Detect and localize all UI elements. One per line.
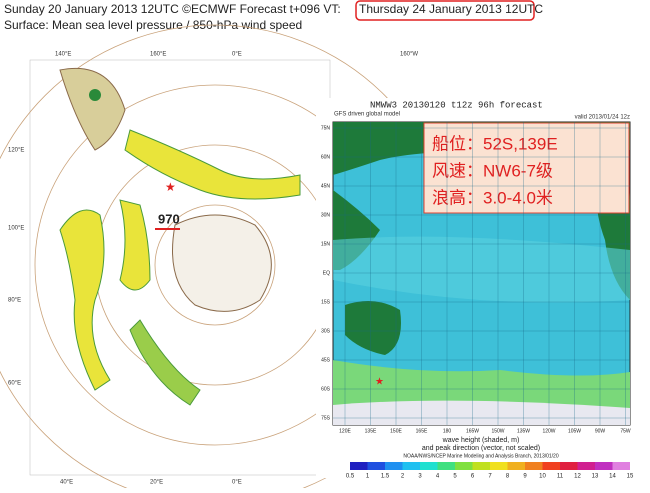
map-title: NMWW3 20130120 t12z 96h forecast (370, 100, 543, 110)
colorbar-label: 15 (627, 474, 634, 480)
colorbar-swatch (507, 462, 525, 470)
map-subtitle: GFS driven global model (334, 112, 400, 118)
colorbar-swatch (595, 462, 613, 470)
colorbar-swatch (455, 462, 473, 470)
header-line1: Sunday 20 January 2013 12UTC ©ECMWF Fore… (4, 2, 341, 16)
lon-label: 0°E (232, 52, 242, 58)
lon-label: 0°E (232, 480, 242, 486)
lat-label: 15N (321, 241, 331, 247)
lon-label: 135E (365, 428, 377, 434)
lon-label: 180 (443, 428, 452, 434)
colorbar-swatch (350, 462, 368, 470)
lon-label: 80°E (8, 298, 21, 304)
wave-field (333, 236, 630, 303)
lon-label: 140°E (55, 52, 71, 58)
lon-label: 150E (390, 428, 402, 434)
annotation-line: 风速：NW6-7级 (432, 161, 553, 180)
colorbar-swatch (612, 462, 630, 470)
highlight-box (355, 0, 535, 21)
annotation-line: 船位：52S,139E (432, 134, 558, 153)
lon-label: 120E (339, 428, 351, 434)
colorbar-swatch (542, 462, 560, 470)
lat-label: 75N (321, 125, 331, 131)
colorbar-label: 0.5 (346, 474, 355, 480)
right-map: NMWW3 20130120 t12z 96h forecast GFS dri… (316, 98, 646, 480)
lat-label: 60N (321, 154, 331, 160)
lon-label: 60°E (8, 381, 21, 387)
colorbar-swatch (560, 462, 578, 470)
colorbar-label: 14 (609, 474, 616, 480)
lat-label: 45S (321, 357, 331, 363)
lon-label: 20°E (150, 480, 163, 486)
lon-label: 100°E (8, 226, 24, 232)
colorbar-label: 6 (471, 474, 475, 480)
lat-ring (154, 204, 276, 326)
lat-label: 45N (321, 183, 331, 189)
colorbar-label: 13 (592, 474, 599, 480)
colorbar-label: 11 (557, 474, 564, 480)
lat-label: EQ (323, 270, 330, 276)
lat-label: 15S (321, 299, 331, 305)
map-valid: valid 2013/01/24 12z (575, 115, 630, 121)
colorbar-swatch (385, 462, 403, 470)
colorbar-label: 7 (488, 474, 492, 480)
australia (345, 301, 401, 355)
colorbar-swatch (525, 462, 543, 470)
annotation-box (423, 122, 630, 214)
lat-label: 75S (321, 415, 331, 421)
caption: wave height (shaded, m) (442, 437, 520, 444)
annotation-line: 浪高：3.0-4.0米 (432, 188, 553, 207)
colorbar-swatch (437, 462, 455, 470)
colorbar-label: 4 (436, 474, 440, 480)
lon-label: 135W (517, 428, 530, 434)
header-line2: Surface: Mean sea level pressure / 850-h… (4, 18, 302, 32)
colorbar-label: 2 (401, 474, 405, 480)
wind-band (119, 199, 151, 291)
wind-band (59, 209, 111, 391)
lon-label: 90W (595, 428, 606, 434)
colorbar-label: 3 (418, 474, 422, 480)
lon-label: 160°E (150, 52, 166, 58)
lon-label: 40°E (60, 480, 73, 486)
lat-label: 30S (321, 328, 331, 334)
colorbar-label: 12 (574, 474, 581, 480)
lon-label: 75W (620, 428, 631, 434)
colorbar-swatch (402, 462, 420, 470)
wind-band (124, 129, 301, 200)
colorbar-label: 10 (539, 474, 546, 480)
low-label: 970 (158, 211, 180, 226)
colorbar-swatch (472, 462, 490, 470)
colorbar-swatch (490, 462, 508, 470)
lon-label: 150W (491, 428, 504, 434)
ship-marker: ★ (375, 377, 384, 388)
lat-label: 60S (321, 386, 331, 392)
lon-label: 120°E (8, 148, 24, 154)
low-core (89, 89, 101, 101)
lon-label: 165E (416, 428, 428, 434)
antarctica (172, 214, 272, 312)
lon-label: 160°W (400, 52, 418, 58)
colorbar-label: 1.5 (381, 474, 390, 480)
colorbar-label: 1 (366, 474, 370, 480)
ice (333, 400, 630, 425)
colorbar-swatch (577, 462, 595, 470)
australia (59, 67, 126, 151)
left-map: 970 ★ 140°E 160°E 0°E 160°W 120°E 100°E … (0, 24, 456, 493)
colorbar-label: 8 (506, 474, 510, 480)
colorbar-label: 9 (523, 474, 527, 480)
lon-label: 165W (466, 428, 479, 434)
caption: and peak direction (vector, not scaled) (422, 445, 540, 452)
lon-label: 105W (568, 428, 581, 434)
lon-label: 120W (542, 428, 555, 434)
ship-marker: ★ (165, 180, 176, 194)
wind-band (129, 319, 201, 406)
colorbar-swatch (420, 462, 438, 470)
header-highlight: Thursday 24 January 2013 12UTC (359, 2, 543, 16)
lat-label: 30N (321, 212, 331, 218)
caption: NOAA/NWS/NCEP Marine Modeling and Analys… (403, 453, 558, 459)
colorbar-swatch (367, 462, 385, 470)
colorbar-label: 5 (453, 474, 457, 480)
